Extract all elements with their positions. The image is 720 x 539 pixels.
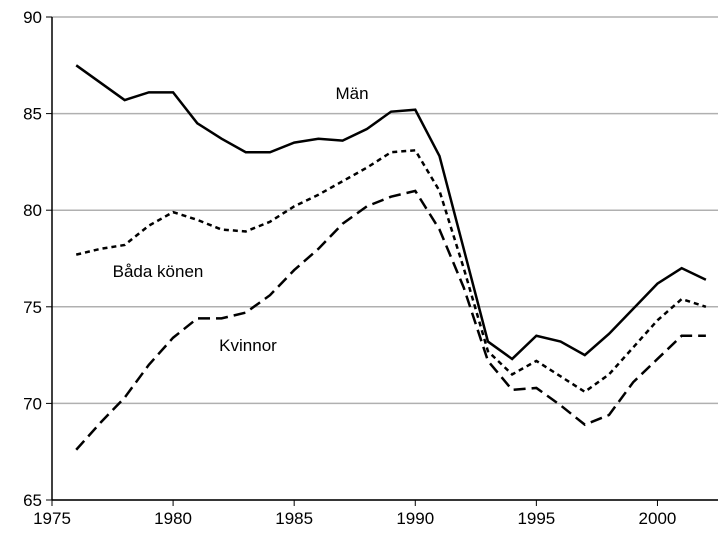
x-tick-label: 1980 — [154, 509, 192, 528]
x-tick-label: 1995 — [517, 509, 555, 528]
y-tick-label: 90 — [23, 8, 42, 27]
y-tick-label: 75 — [23, 298, 42, 317]
y-tick-label: 65 — [23, 491, 42, 510]
series-label: Män — [335, 84, 368, 103]
series-line — [75, 189, 706, 451]
y-tick-label: 80 — [23, 201, 42, 220]
series-line — [75, 64, 707, 361]
y-tick-label: 85 — [23, 105, 42, 124]
series-label: Kvinnor — [219, 336, 277, 355]
x-tick-label: 1990 — [396, 509, 434, 528]
x-tick-label: 2000 — [639, 509, 677, 528]
y-tick-label: 70 — [23, 394, 42, 413]
series-label: Båda könen — [113, 262, 204, 281]
x-tick-label: 1985 — [275, 509, 313, 528]
x-tick-label: 1975 — [33, 509, 71, 528]
